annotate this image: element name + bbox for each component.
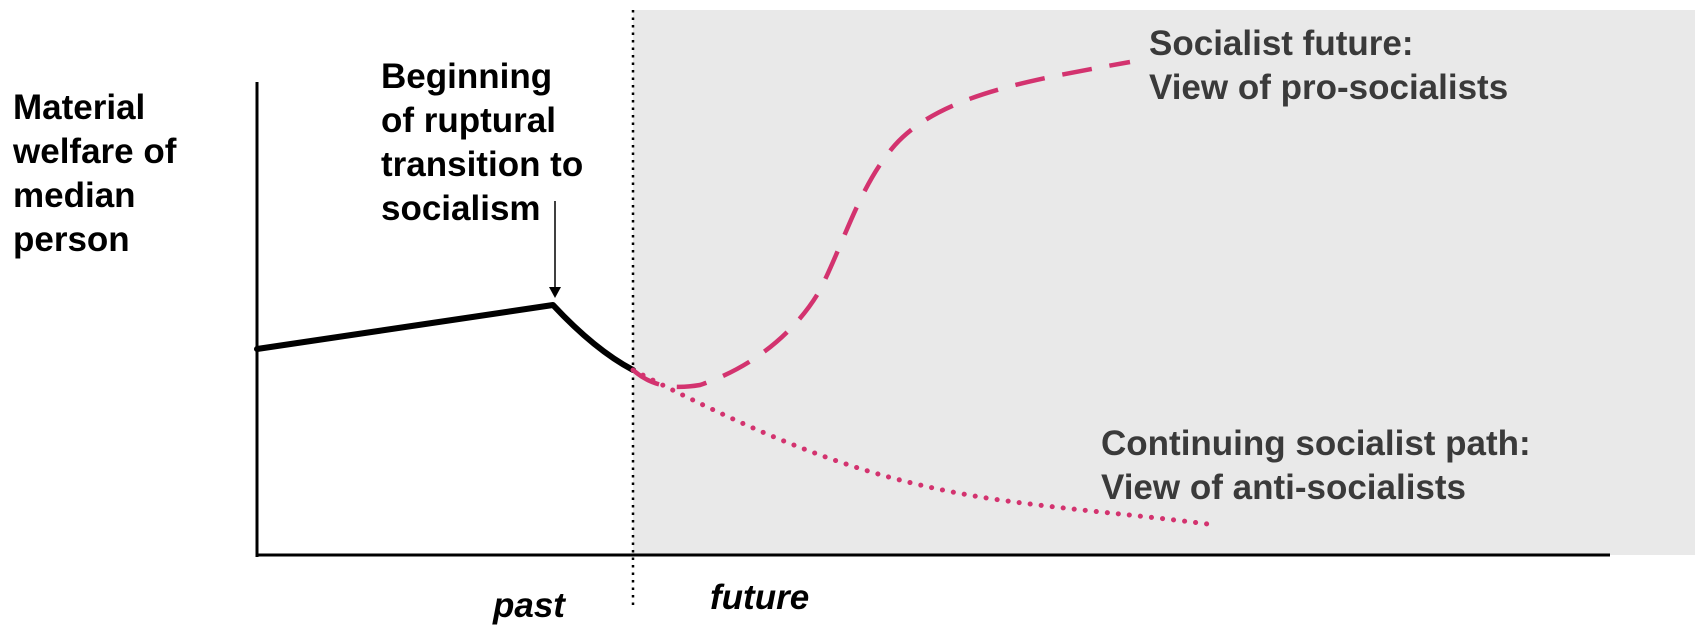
y-axis-label-line: Material xyxy=(13,88,146,127)
annotation-line: transition to xyxy=(381,145,584,184)
historical-path xyxy=(254,302,636,373)
future-region xyxy=(633,10,1695,555)
past-label: past xyxy=(493,586,565,625)
pro-socialist-label-line: Socialist future: xyxy=(1149,24,1414,63)
anti-socialist-label-line: View of anti-socialists xyxy=(1101,468,1467,507)
anti-socialist-label-line: Continuing socialist path: xyxy=(1101,424,1531,463)
y-axis-label: Material welfare of median person xyxy=(13,86,176,262)
annotation-line: socialism xyxy=(381,189,541,228)
transition-annotation: Beginning of ruptural transition to soci… xyxy=(381,55,583,231)
annotation-line: Beginning xyxy=(381,57,553,96)
pro-socialist-label-line: View of pro-socialists xyxy=(1149,68,1509,107)
y-axis-label-line: median xyxy=(13,176,136,215)
pro-socialist-path xyxy=(631,59,1131,390)
anti-socialist-path xyxy=(630,367,1218,528)
annotation-line: of ruptural xyxy=(381,101,556,140)
pro-socialist-label: Socialist future: View of pro-socialists xyxy=(1149,22,1508,110)
y-axis-label-line: welfare of xyxy=(13,132,177,171)
anti-socialist-label: Continuing socialist path: View of anti-… xyxy=(1101,422,1531,510)
y-axis-label-line: person xyxy=(13,220,130,259)
future-label: future xyxy=(710,578,810,617)
annotation-arrowhead xyxy=(549,287,561,298)
